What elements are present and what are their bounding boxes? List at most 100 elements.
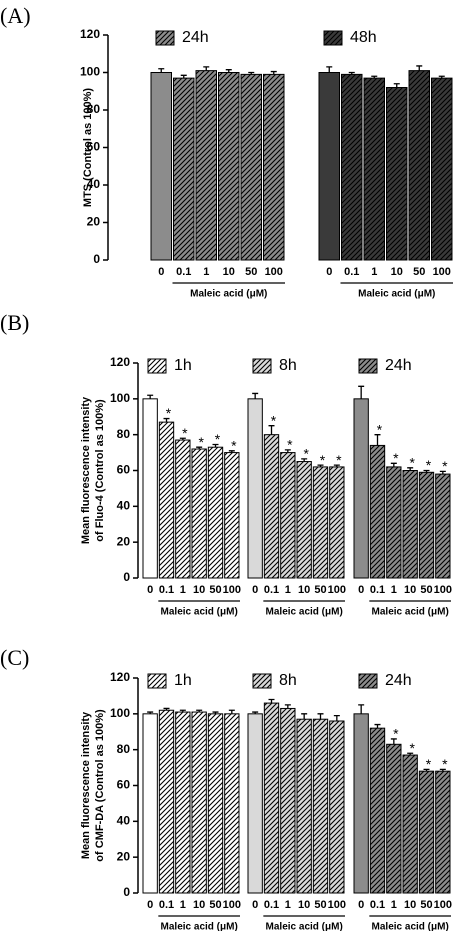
y-tick-label: 80 [117,742,131,756]
bar [263,434,280,579]
error-bar [147,711,154,714]
bar [207,713,224,894]
error-bar [358,385,365,399]
x-tick-label: 10 [193,584,205,596]
error-bar [248,71,255,75]
x-axis-label: Maleic acid (μM) [372,922,449,931]
x-tick-label: 1 [203,266,209,278]
error-bar [158,68,165,73]
significance-marker: * [409,740,415,756]
significance-marker: * [231,437,237,453]
x-tick-label: 0 [252,899,258,911]
significance-marker: * [271,412,277,428]
bar [263,702,280,894]
y-tick-label: 20 [87,215,101,229]
legend-label: 24h [385,357,412,374]
x-tick-label: 100 [328,899,346,911]
x-tick-label: 50 [209,899,221,911]
y-tick-label: 40 [117,499,131,513]
legend-swatch [252,673,272,689]
x-axis-label: Maleic acid (μM) [358,289,435,300]
x-tick-label: 0.1 [264,899,279,911]
y-tick-label: 80 [117,427,131,441]
bar [418,770,435,894]
significance-marker: * [215,431,221,447]
x-tick-label: 0.1 [370,899,385,911]
x-tick-label: 0.1 [370,584,385,596]
error-bar [374,723,381,729]
bar [341,73,363,261]
bar [312,718,329,894]
x-tick-label: 10 [298,899,310,911]
error-bar [439,768,446,772]
y-tick-label: 80 [87,102,101,116]
error-bar [179,709,186,713]
bar [175,439,191,579]
bar [158,709,175,894]
x-tick-label: 0 [252,584,258,596]
error-bar [326,66,333,73]
x-tick-label: 0.1 [176,266,191,278]
x-tick-label: 10 [193,899,205,911]
y-axis-label: Mean fluorescence intensity [80,711,92,859]
x-tick-label: 100 [223,899,241,911]
bar [224,452,240,579]
bar [142,398,158,579]
significance-marker: * [336,452,342,468]
x-tick-label: 100 [433,266,451,278]
x-tick-label: 0 [326,266,332,278]
bar [247,398,263,579]
y-axis-label: of Fluo-4 (Control as 100%) [94,399,106,542]
bar [175,711,191,894]
significance-marker: * [320,452,326,468]
x-tick-label: 0 [147,899,153,911]
bar [191,448,207,579]
x-tick-label: 50 [314,584,326,596]
error-bar [270,70,277,75]
significance-marker: * [426,457,432,473]
bar [191,711,207,894]
error-bar [225,69,232,73]
x-tick-label: 0.1 [264,584,279,596]
error-bar [423,768,430,772]
x-tick-label: 10 [391,266,403,278]
error-bar [407,752,414,756]
x-tick-label: 1 [285,584,291,596]
error-bar [438,75,445,79]
significance-marker: * [198,434,204,450]
bar [150,72,172,261]
error-bar [284,449,291,453]
error-bar [390,462,397,467]
error-bar [374,434,381,446]
bar [418,471,435,579]
x-axis-label: Maleic acid (μM) [190,289,267,300]
x-tick-label: 10 [404,899,416,911]
x-tick-label: 50 [314,899,326,911]
y-tick-label: 100 [80,65,100,79]
y-tick-label: 120 [110,355,130,369]
error-bar [301,713,308,720]
y-tick-label: 20 [117,849,131,863]
bar [296,718,312,894]
legend-swatch [358,358,378,374]
error-bar [317,713,324,720]
y-axis-label: of CMF-DA (Control as 100%) [94,709,106,862]
x-tick-label: 1 [391,899,397,911]
x-tick-label: 0.1 [159,899,174,911]
x-tick-label: 50 [209,584,221,596]
x-tick-label: 10 [404,584,416,596]
bar [280,707,296,894]
x-tick-label: 10 [298,584,310,596]
significance-marker: * [442,756,448,772]
x-tick-label: 100 [265,266,283,278]
bar [363,77,385,261]
bar [408,70,430,261]
panel-label: (A) [0,3,31,28]
bar [353,713,369,894]
bar [280,452,296,579]
x-axis-label: Maleic acid (μM) [266,922,343,931]
bar [402,754,418,894]
bar [263,73,285,261]
y-tick-label: 100 [110,706,130,720]
x-axis-label: Maleic acid (μM) [266,607,343,618]
